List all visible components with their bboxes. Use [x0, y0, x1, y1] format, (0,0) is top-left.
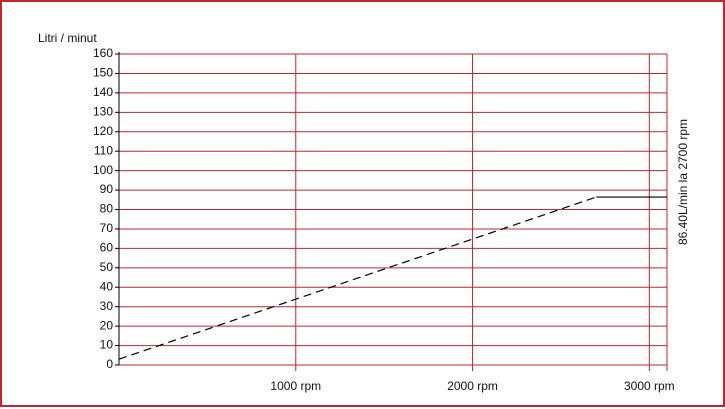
y-tick-label-70: 70 [100, 221, 114, 235]
y-tick-label-100: 100 [93, 163, 113, 177]
y-tick-label-110: 110 [94, 143, 113, 157]
y-tick-label-10: 10 [100, 338, 114, 352]
y-tick-label-80: 80 [100, 202, 114, 216]
y-tick-label-20: 20 [100, 318, 114, 332]
y-axis-label: Litri / minut [38, 31, 97, 45]
series-line-1 [118, 196, 597, 360]
x-tick-label-2000: 2000 rpm [447, 379, 498, 393]
y-tick-label-150: 150 [93, 66, 113, 80]
annotation-label: 86.40L/min la 2700 rpm [676, 119, 690, 245]
x-tick-label-1000: 1000 rpm [270, 379, 321, 393]
y-tick-label-0: 0 [106, 357, 113, 371]
y-tick-label-120: 120 [93, 124, 113, 138]
x-tick-label-3000: 3000 rpm [624, 379, 675, 393]
y-tick-label-160: 160 [93, 46, 113, 60]
y-tick-label-90: 90 [100, 182, 114, 196]
y-tick-label-130: 130 [93, 104, 113, 118]
y-tick-label-30: 30 [100, 299, 114, 313]
y-tick-label-50: 50 [100, 260, 114, 274]
y-tick-label-60: 60 [100, 241, 114, 255]
y-tick-label-40: 40 [100, 279, 114, 293]
y-tick-label-140: 140 [93, 85, 113, 99]
